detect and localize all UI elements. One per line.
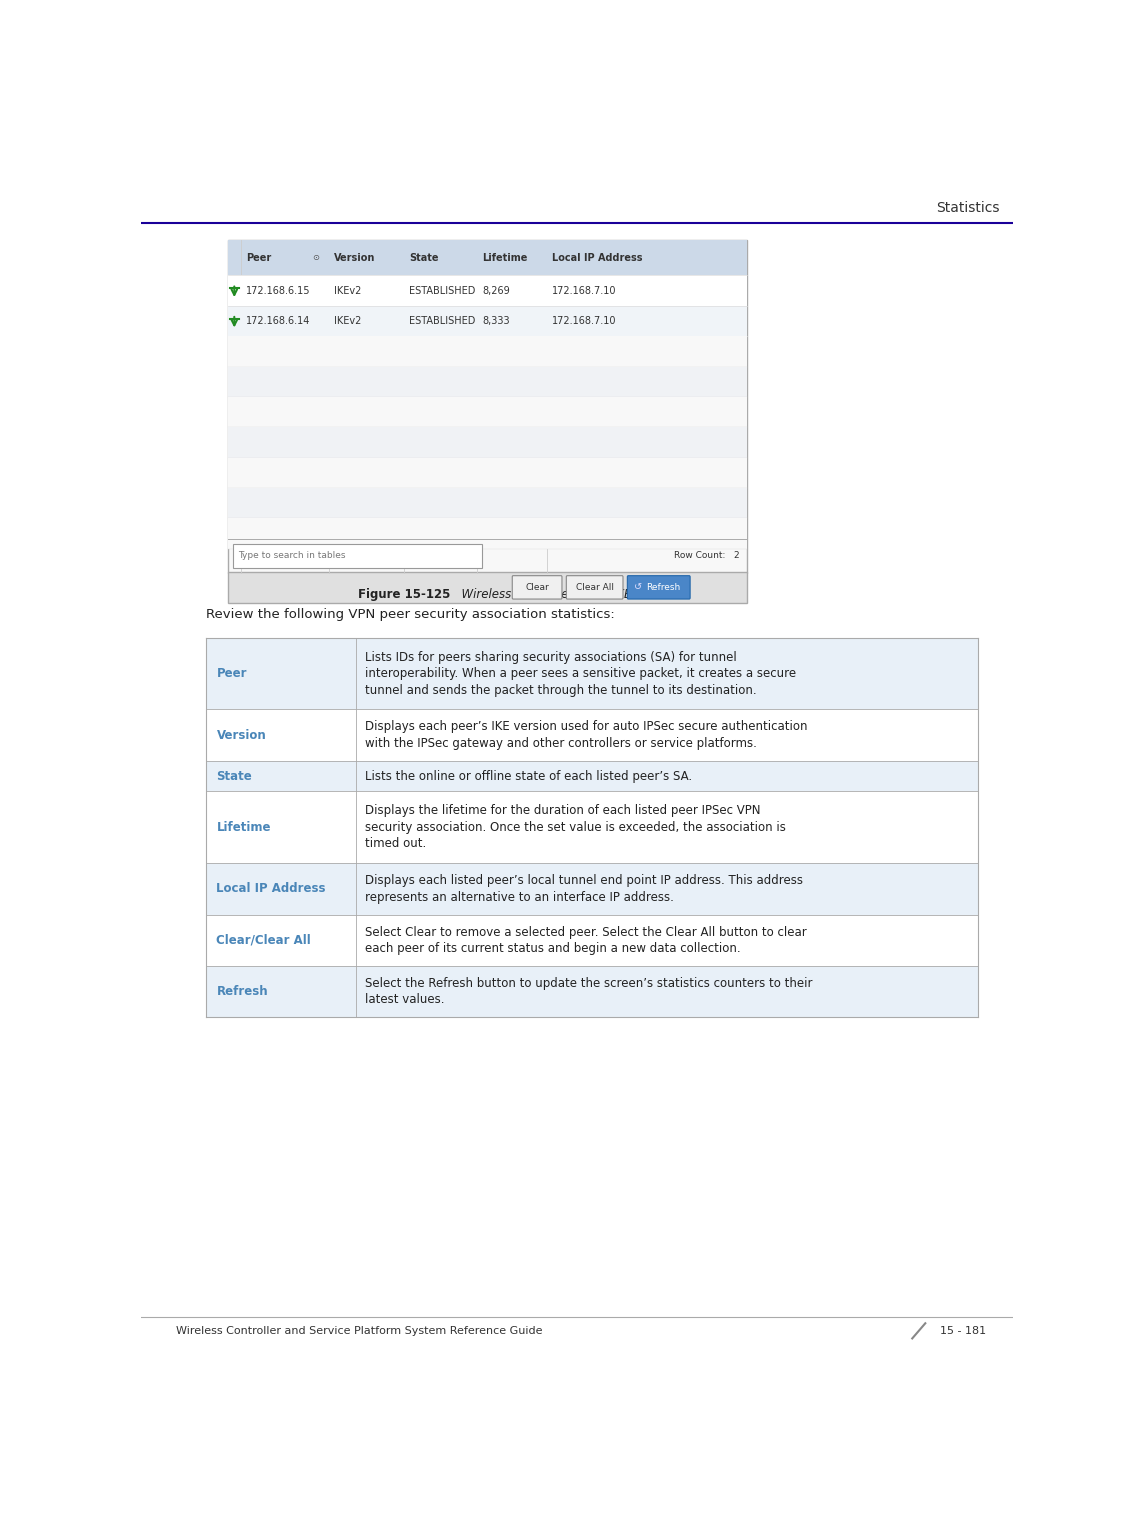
FancyBboxPatch shape [206,966,978,1018]
FancyBboxPatch shape [227,397,747,428]
Text: Peer: Peer [216,667,248,680]
Text: 8,333: 8,333 [482,316,510,326]
Text: Clear: Clear [525,583,549,592]
Text: Refresh: Refresh [216,985,268,998]
FancyBboxPatch shape [227,276,747,306]
Text: Refresh: Refresh [646,583,681,592]
Text: 8,269: 8,269 [482,285,510,296]
Text: Lists IDs for peers sharing security associations (SA) for tunnel
interoperabili: Lists IDs for peers sharing security ass… [366,651,796,696]
FancyBboxPatch shape [227,519,747,549]
Text: ESTABLISHED: ESTABLISHED [410,316,476,326]
Text: State: State [410,253,439,262]
FancyBboxPatch shape [206,637,978,710]
Text: Select Clear to remove a selected peer. Select the Clear All button to clear
eac: Select Clear to remove a selected peer. … [366,925,807,956]
Text: Version: Version [216,728,267,742]
Text: IKEv2: IKEv2 [334,285,361,296]
Text: Displays each peer’s IKE version used for auto IPSec secure authentication
with : Displays each peer’s IKE version used fo… [366,721,808,749]
FancyBboxPatch shape [227,428,747,458]
FancyBboxPatch shape [566,575,623,599]
FancyBboxPatch shape [206,760,978,792]
FancyBboxPatch shape [227,241,747,573]
Text: Clear/Clear All: Clear/Clear All [216,934,312,947]
Text: ⊙: ⊙ [313,253,319,262]
Text: Select the Refresh button to update the screen’s statistics counters to their
la: Select the Refresh button to update the … [366,977,812,1006]
Text: 172.168.6.14: 172.168.6.14 [246,316,310,326]
FancyBboxPatch shape [628,575,690,599]
Text: Row Count:   2: Row Count: 2 [674,551,739,560]
Text: Review the following VPN peer security association statistics:: Review the following VPN peer security a… [206,608,614,620]
FancyBboxPatch shape [227,241,747,276]
Text: Version: Version [334,253,376,262]
FancyBboxPatch shape [227,337,747,367]
FancyBboxPatch shape [227,306,747,337]
Text: Displays the lifetime for the duration of each listed peer IPSec VPN
security as: Displays the lifetime for the duration o… [366,804,786,851]
FancyBboxPatch shape [206,792,978,863]
FancyBboxPatch shape [227,458,747,488]
Text: 15 - 181: 15 - 181 [940,1326,987,1336]
Text: Lifetime: Lifetime [482,253,528,262]
Text: Wireless Controller - VPN IKESA screen: Wireless Controller - VPN IKESA screen [455,589,691,601]
Text: Lists the online or offline state of each listed peer’s SA.: Lists the online or offline state of eac… [366,769,692,783]
Text: Local IP Address: Local IP Address [216,883,326,895]
FancyBboxPatch shape [233,545,482,567]
Text: IKEv2: IKEv2 [334,316,361,326]
Text: Displays each listed peer’s local tunnel end point IP address. This address
repr: Displays each listed peer’s local tunnel… [366,874,803,904]
Text: Local IP Address: Local IP Address [552,253,642,262]
FancyBboxPatch shape [227,572,747,602]
Text: ↺: ↺ [634,583,642,592]
FancyBboxPatch shape [206,863,978,915]
Text: Clear All: Clear All [576,583,613,592]
FancyBboxPatch shape [206,710,978,760]
FancyBboxPatch shape [227,367,747,397]
Text: ESTABLISHED: ESTABLISHED [410,285,476,296]
Text: State: State [216,769,252,783]
Text: 172.168.7.10: 172.168.7.10 [552,316,616,326]
Text: Figure 15-125: Figure 15-125 [358,589,450,601]
Text: 172.168.7.10: 172.168.7.10 [552,285,616,296]
FancyBboxPatch shape [512,575,562,599]
Text: 172.168.6.15: 172.168.6.15 [246,285,310,296]
FancyBboxPatch shape [206,915,978,966]
Text: Peer: Peer [246,253,271,262]
Text: Lifetime: Lifetime [216,821,271,834]
Text: Statistics: Statistics [936,200,999,215]
Text: Type to search in tables: Type to search in tables [238,551,345,560]
FancyBboxPatch shape [227,488,747,519]
Text: Wireless Controller and Service Platform System Reference Guide: Wireless Controller and Service Platform… [176,1326,542,1336]
